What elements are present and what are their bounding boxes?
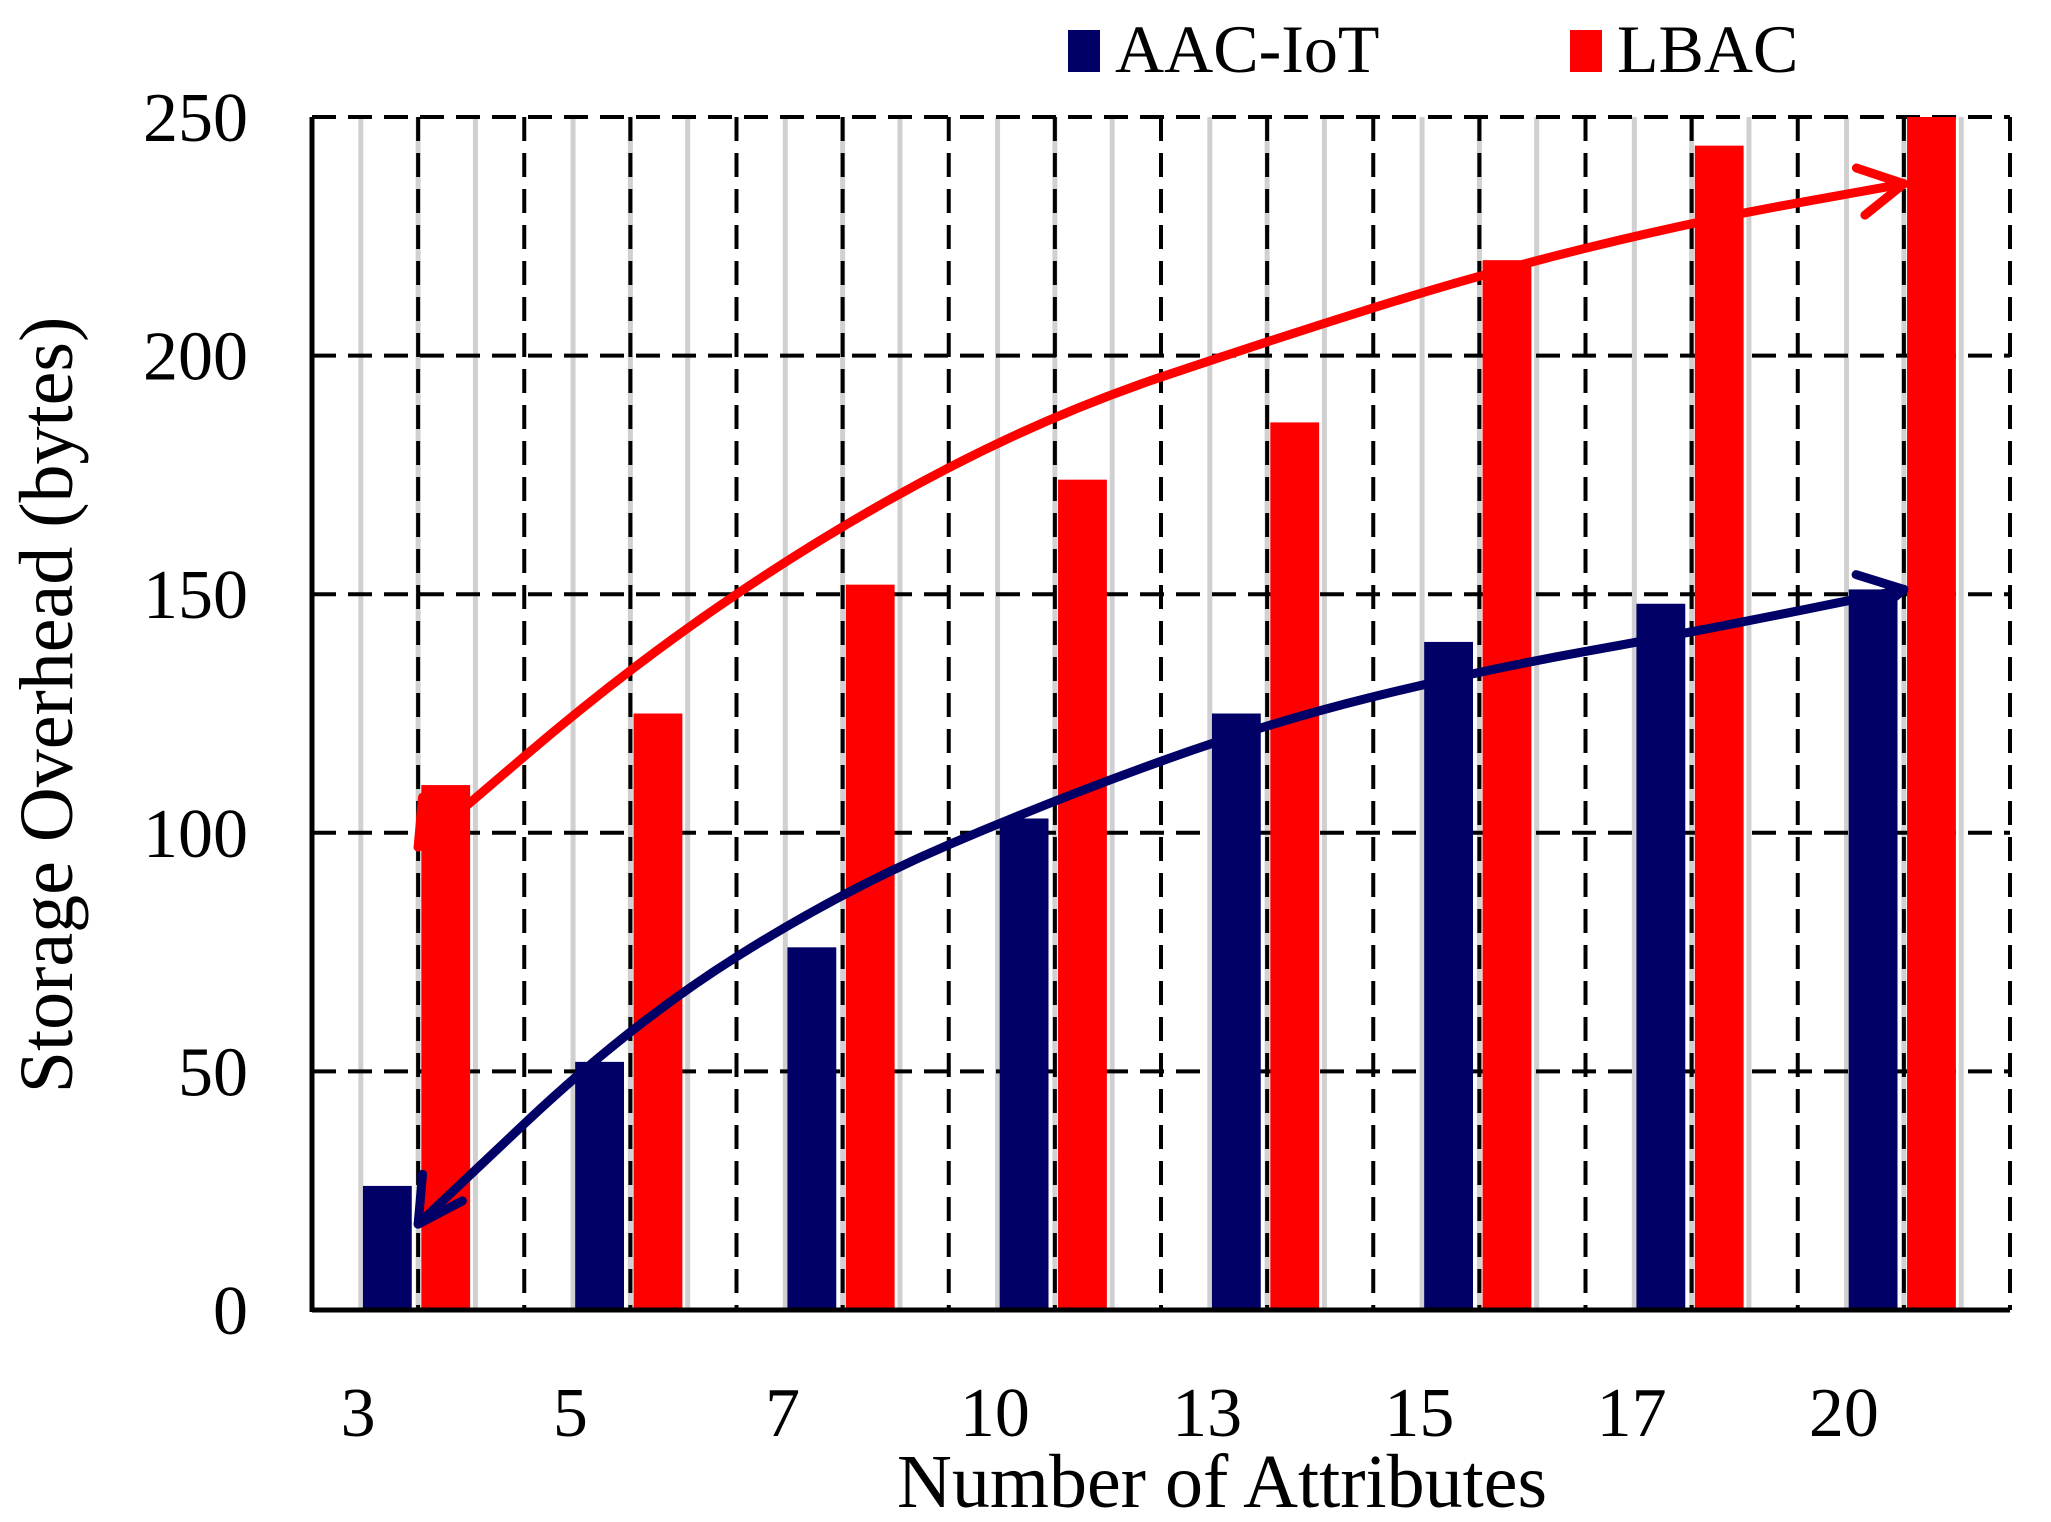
y-tick-label: 200 — [143, 319, 248, 396]
x-tick-labels: 3 5 7 10 13 15 17 20 — [341, 1375, 1879, 1452]
bar-lbac-13 — [1270, 422, 1320, 1311]
y-tick-label: 100 — [143, 796, 248, 873]
legend-label-lbac: LBAC — [1617, 11, 1798, 87]
axes — [309, 117, 2010, 1313]
y-tick-label: 250 — [143, 80, 248, 157]
x-tick-label: 17 — [1597, 1375, 1667, 1452]
bar-aac-iot-15 — [1424, 641, 1474, 1310]
trend-arrowhead-start-lbac — [413, 792, 467, 852]
bar-lbac-15 — [1482, 260, 1532, 1310]
x-tick-label: 15 — [1384, 1375, 1454, 1452]
y-axis-label: Storage Overhead (bytes) — [5, 317, 89, 1094]
x-axis-label: Number of Attributes — [897, 1440, 1547, 1522]
x-tick-label: 13 — [1172, 1375, 1242, 1452]
trend-arrowhead-start-aac-iot — [413, 1169, 467, 1229]
bar-lbac-17 — [1694, 145, 1744, 1311]
bar-aac-iot-13 — [1211, 713, 1261, 1310]
trend-arrowhead-end-lbac — [1851, 163, 1909, 220]
x-tick-label: 5 — [553, 1375, 588, 1452]
bars — [362, 117, 1956, 1311]
x-tick-label: 7 — [765, 1375, 800, 1452]
major-gridlines — [310, 115, 2012, 1310]
y-tick-label: 0 — [213, 1273, 248, 1350]
bar-lbac-7 — [845, 584, 895, 1310]
y-tick-label: 50 — [178, 1034, 248, 1111]
trend-line-lbac — [413, 179, 1909, 852]
trend-line-aac-iot — [413, 584, 1909, 1229]
bar-lbac-3 — [421, 785, 471, 1310]
bar-aac-iot-3 — [362, 1185, 412, 1310]
x-tick-label: 3 — [341, 1375, 376, 1452]
y-tick-label: 150 — [143, 557, 248, 634]
y-tick-labels: 0 50 100 150 200 250 — [143, 80, 248, 1350]
x-tick-label: 10 — [960, 1375, 1030, 1452]
x-tick-label: 20 — [1809, 1375, 1879, 1452]
bar-lbac-10 — [1058, 479, 1107, 1310]
trend-arrowhead-end-aac-iot — [1851, 570, 1909, 627]
bar-aac-iot-20 — [1848, 589, 1898, 1310]
trend-arrows — [413, 163, 1909, 1229]
legend: AAC-IoT LBAC — [1068, 11, 1798, 87]
bar-aac-iot-17 — [1636, 603, 1686, 1310]
legend-swatch-lbac — [1570, 30, 1602, 72]
bar-lbac-20 — [1907, 117, 1956, 1310]
legend-swatch-aac-iot — [1068, 30, 1100, 72]
bar-aac-iot-10 — [999, 818, 1049, 1310]
bar-aac-iot-7 — [787, 947, 837, 1310]
bar-aac-iot-5 — [575, 1061, 625, 1310]
legend-label-aac-iot: AAC-IoT — [1115, 11, 1379, 87]
